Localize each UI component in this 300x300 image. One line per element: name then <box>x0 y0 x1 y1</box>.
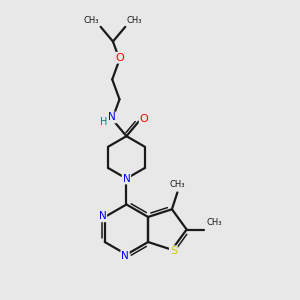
Text: O: O <box>116 53 124 63</box>
Text: N: N <box>121 251 129 261</box>
Text: CH₃: CH₃ <box>207 218 222 227</box>
Text: N: N <box>123 174 130 184</box>
Text: N: N <box>98 212 106 221</box>
Text: N: N <box>108 112 116 122</box>
Text: CH₃: CH₃ <box>84 16 100 25</box>
Text: H: H <box>100 117 108 127</box>
Text: S: S <box>170 246 177 256</box>
Text: O: O <box>140 114 148 124</box>
Text: CH₃: CH₃ <box>126 16 142 25</box>
Text: CH₃: CH₃ <box>170 180 185 189</box>
